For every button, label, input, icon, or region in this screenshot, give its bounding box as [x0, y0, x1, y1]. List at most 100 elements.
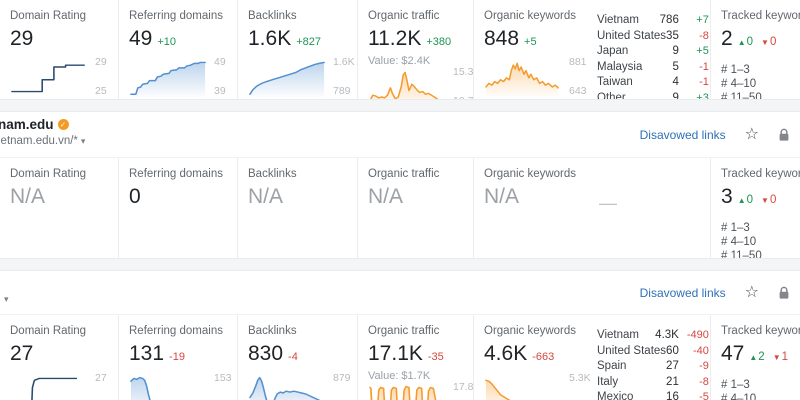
metric-organic-keywords: Organic keywords 4.6K -663 5.3K Vietnam 4…: [473, 315, 710, 400]
country-value: 16: [666, 391, 679, 400]
organic-keywords-chart-block: Organic keywords 4.6K -663 5.3K: [474, 315, 597, 400]
country-delta: -8: [699, 29, 709, 42]
country-delta: -8: [699, 375, 709, 388]
row-separator: [0, 99, 800, 112]
metric-value: 47: [721, 342, 745, 365]
position-range: # 4–10: [721, 78, 757, 90]
verified-badge-icon: ✓: [57, 119, 69, 130]
spark-axis-labels: 5.3K: [569, 372, 591, 384]
metric-value: 830: [248, 342, 284, 365]
position-ranges-list: # 1–3 # 4–10 # 11–50: [721, 378, 800, 400]
organic-keywords-sparkline: [485, 62, 559, 97]
country-name: Other: [597, 91, 626, 100]
country-delta: -490: [686, 329, 709, 341]
metric-value: 0: [129, 185, 141, 208]
up-arrow-icon: ▲: [737, 196, 746, 205]
metrics-row-2: Domain Rating N/A Referring domains 0 Ba…: [0, 157, 800, 258]
star-icon[interactable]: ☆: [744, 125, 759, 143]
spark-axis-labels: 879: [333, 372, 351, 384]
metric-value: 3: [721, 185, 733, 208]
organic-traffic-sparkline: [369, 385, 437, 400]
spark-axis-labels: 27: [95, 372, 107, 384]
country-name: Japan: [597, 45, 629, 57]
spark-axis-labels: 881 643: [569, 56, 587, 97]
metric-delta: -4: [288, 351, 298, 363]
country-row: Italy 21 -8: [597, 375, 709, 391]
position-ranges-list: # 1–3 # 4–10 # 11–50 # 51–100: [721, 221, 800, 258]
lock-icon[interactable]: [778, 286, 790, 300]
country-name: United States: [597, 29, 667, 42]
country-row: United States 35 -8: [597, 29, 709, 45]
metric-value: 4.6K: [484, 342, 528, 365]
country-row: Spain 27 -9: [597, 359, 709, 375]
star-icon[interactable]: ☆: [744, 283, 759, 301]
domain-header-3: ▾ Disavowed links ☆: [0, 271, 800, 314]
country-value: 4: [672, 76, 679, 88]
empty-dash: —: [599, 193, 617, 213]
metric-label: Organic traffic: [368, 10, 440, 22]
metric-label: Backlinks: [248, 325, 297, 337]
domain-rating-sparkline: [31, 377, 78, 400]
metric-domain-rating: Domain Rating 27 27: [0, 315, 118, 400]
metric-delta: +380: [426, 36, 452, 48]
metric-label: Tracked keywords: [721, 325, 800, 337]
target-dropdown[interactable]: ietnam.edu.vn/* ▾: [0, 135, 86, 147]
metric-value: 11.2K: [368, 27, 422, 50]
metric-organic-keywords: Organic keywords N/A —: [473, 158, 710, 258]
metric-domain-rating: Domain Rating N/A: [0, 158, 118, 258]
metric-label: Organic keywords: [484, 325, 577, 337]
spark-axis-labels: 49 39: [214, 56, 226, 97]
metric-label: Organic keywords: [484, 168, 577, 180]
country-name: United States: [597, 344, 667, 357]
country-delta: +7: [696, 14, 709, 26]
metric-delta: -19: [169, 351, 185, 363]
position-range: # 4–10: [721, 393, 757, 400]
metric-referring-domains: Referring domains 49 +10 49 39: [118, 0, 237, 99]
metric-label: Tracked keywords: [721, 10, 800, 22]
country-row: Vietnam 4.3K -490: [597, 328, 709, 344]
metric-value: 131: [129, 342, 165, 365]
keywords-by-country-empty: —: [599, 158, 710, 258]
country-row: Vietnam 786 +7: [597, 13, 709, 29]
domain-identity: nam.edu ✓ ietnam.edu.vn/* ▾: [0, 117, 85, 147]
metric-backlinks: Backlinks 830 -4 879: [237, 315, 357, 400]
metric-label: Organic traffic: [368, 168, 440, 180]
country-name: Italy: [597, 375, 619, 388]
country-value: 21: [666, 375, 679, 388]
disavowed-links-link[interactable]: Disavowed links: [639, 127, 726, 142]
organic-keywords-chart-block: Organic keywords 848 +5 881 643: [474, 0, 597, 99]
country-value: 27: [666, 360, 679, 372]
metric-organic-traffic: Organic traffic 17.1K -35 Value: $1.7K 17…: [357, 315, 473, 400]
country-value: 4.3K: [655, 329, 679, 341]
country-delta: -9: [699, 360, 709, 372]
keywords-by-country-list: Vietnam 4.3K -490 United States 60 -40 S…: [597, 317, 710, 400]
metric-delta: +10: [157, 36, 177, 48]
metric-delta: -35: [427, 351, 444, 363]
position-range: # 11–50: [721, 250, 762, 258]
metric-value: 1.6K: [248, 27, 292, 50]
metric-label: Domain Rating: [10, 10, 87, 22]
metric-referring-domains: Referring domains 131 -19 153: [118, 315, 237, 400]
metric-label: Organic keywords: [484, 10, 577, 22]
country-value: 5: [672, 60, 679, 73]
metric-backlinks: Backlinks 1.6K +827 1.6K 789: [237, 0, 357, 99]
metric-value: N/A: [368, 185, 404, 208]
metric-value: 2: [721, 27, 733, 50]
metric-label: Referring domains: [129, 10, 223, 22]
organic-keywords-chart-block: Organic keywords N/A: [474, 158, 599, 258]
metric-value: 29: [10, 27, 34, 50]
metric-value: N/A: [10, 185, 46, 208]
disavowed-links-link[interactable]: Disavowed links: [639, 285, 726, 300]
country-delta: -5: [699, 391, 709, 400]
domain-actions: Disavowed links ☆: [640, 112, 790, 157]
country-row: Japan 9 +5: [597, 44, 709, 60]
country-value: 35: [666, 29, 679, 42]
chevron-down-icon[interactable]: ▾: [4, 294, 9, 304]
up-arrow-icon: ▲: [749, 353, 758, 362]
metric-label: Backlinks: [248, 168, 297, 180]
metric-label: Domain Rating: [10, 168, 87, 180]
lock-icon[interactable]: [778, 128, 790, 142]
positions-down-delta: ▼ 0: [761, 31, 776, 54]
row-separator: [0, 258, 800, 271]
